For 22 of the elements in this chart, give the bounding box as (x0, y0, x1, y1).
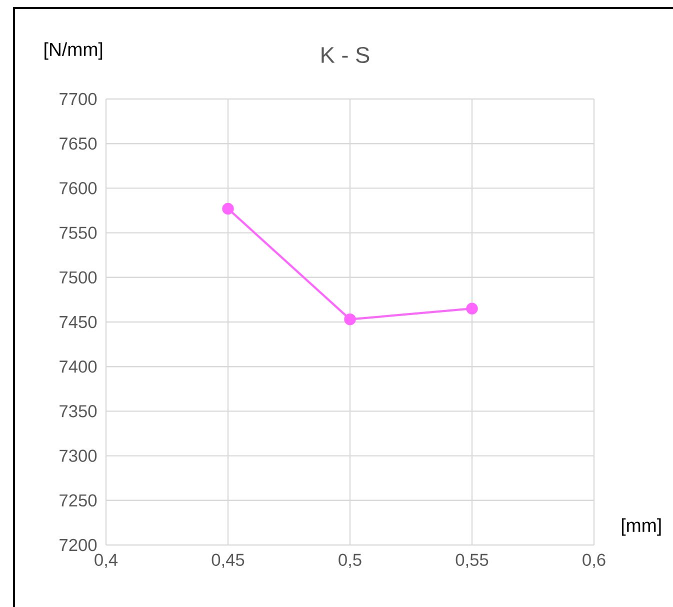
y-tick-label: 7400 (60, 360, 97, 373)
y-tick-label: 7550 (60, 226, 97, 239)
y-tick-label: 7600 (60, 182, 97, 194)
x-tick-label: 0,55 (456, 554, 488, 568)
chart-title: K - S (322, 46, 370, 64)
y-tick-label: 7350 (60, 405, 97, 418)
y-axis-title: [N/mm] (44, 42, 102, 60)
x-tick-label: 0,6 (582, 554, 606, 568)
y-tick-label: 7200 (60, 538, 97, 552)
x-tick-label: 0,5 (338, 554, 362, 568)
y-tick-label: 7300 (60, 450, 97, 462)
x-tick-label: 0,4 (94, 554, 118, 568)
x-tick-label: 0,45 (212, 554, 244, 568)
x-axis-title: [mm] (622, 518, 661, 536)
y-tick-label: 7700 (60, 92, 97, 106)
y-tick-label: 7650 (60, 137, 97, 150)
point (466, 302, 478, 314)
point (222, 202, 234, 215)
y-tick-label: 7500 (60, 271, 97, 284)
point (344, 313, 356, 326)
y-tick-label: 7250 (60, 494, 97, 507)
y-tick-label: 7450 (60, 316, 97, 328)
